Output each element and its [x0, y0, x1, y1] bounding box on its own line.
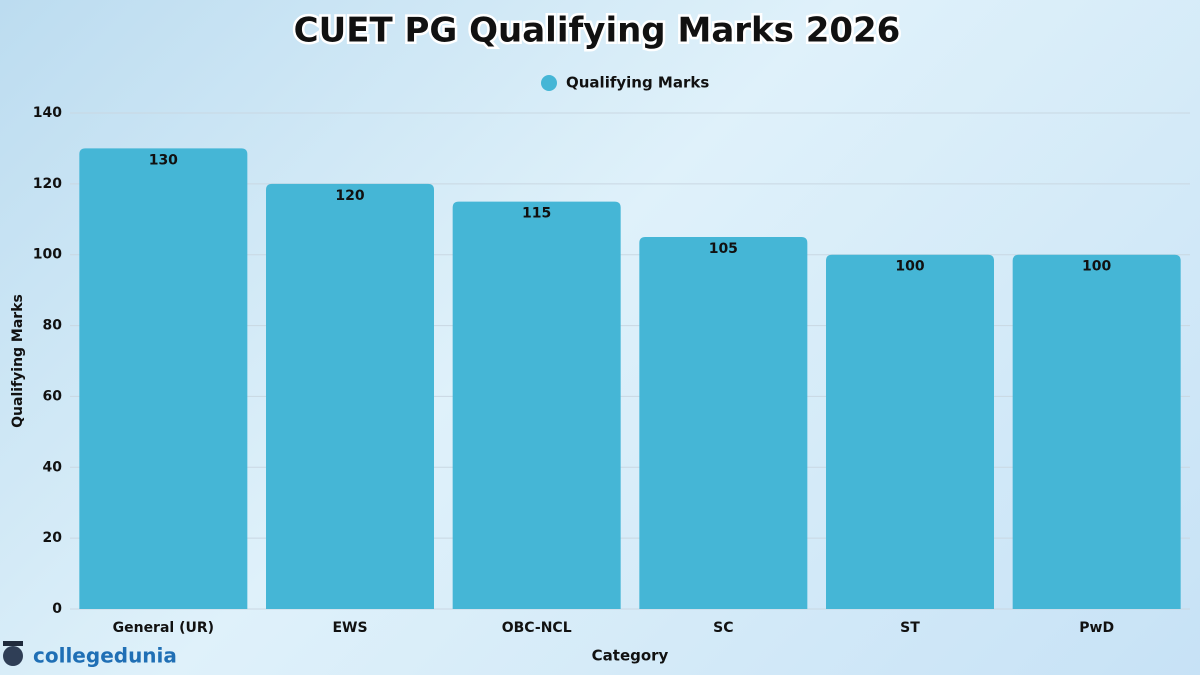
- x-tick-label: OBC-NCL: [502, 620, 572, 636]
- data-label: 105: [709, 241, 738, 257]
- x-tick-label: ST: [900, 620, 920, 636]
- data-label: 100: [1082, 259, 1111, 275]
- y-tick-label: 80: [43, 318, 63, 334]
- y-axis-label: Qualifying Marks: [10, 294, 26, 428]
- x-tick-label: General (UR): [113, 620, 214, 636]
- y-tick-label: 0: [52, 601, 62, 617]
- x-tick-label: SC: [713, 620, 733, 636]
- y-tick-label: 60: [43, 388, 63, 404]
- data-label: 120: [335, 188, 364, 204]
- logo-icon: [3, 641, 23, 666]
- logo: collegedunia: [33, 644, 177, 668]
- data-label: 115: [522, 206, 551, 222]
- legend-label: Qualifying Marks: [566, 74, 709, 92]
- chart-title: CUET PG Qualifying Marks 2026: [294, 11, 901, 51]
- data-label: 130: [149, 152, 178, 168]
- bar: [1012, 254, 1181, 609]
- y-tick-label: 40: [43, 459, 63, 475]
- x-tick-label: PwD: [1079, 620, 1114, 636]
- data-label: 100: [895, 259, 924, 275]
- legend-marker: [541, 75, 557, 91]
- bar: [826, 254, 994, 609]
- y-tick-label: 20: [43, 530, 63, 546]
- bar: [452, 201, 621, 610]
- bar: [639, 237, 808, 609]
- x-tick-label: EWS: [332, 620, 367, 636]
- bar: [266, 183, 434, 609]
- y-tick-label: 100: [33, 247, 62, 263]
- y-tick-label: 140: [33, 105, 62, 121]
- bar: [79, 148, 248, 609]
- y-tick-label: 120: [33, 176, 62, 192]
- x-axis-label: Category: [592, 647, 669, 665]
